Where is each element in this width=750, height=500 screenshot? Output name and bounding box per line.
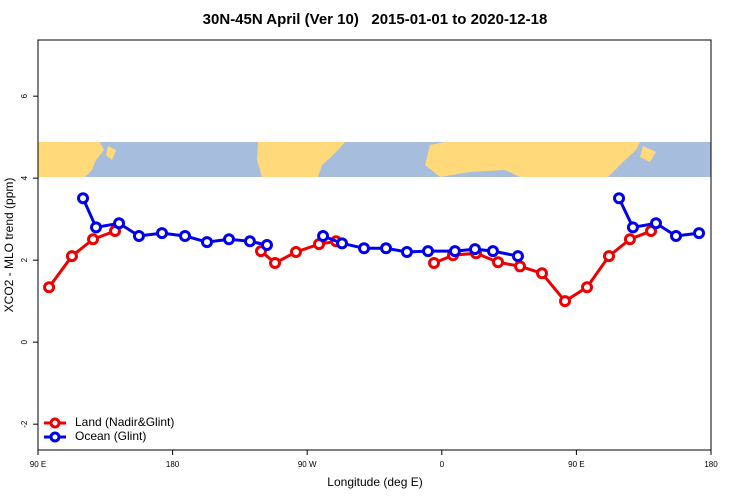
- data-point: [536, 267, 549, 280]
- data-point: [317, 229, 330, 242]
- data-point: [613, 192, 626, 205]
- data-point: [90, 221, 103, 234]
- data-point: [422, 245, 435, 258]
- data-point: [87, 233, 100, 246]
- data-point: [222, 233, 235, 246]
- data-point: [43, 281, 56, 294]
- x-tick-label: 0: [440, 460, 445, 469]
- x-tick-label: 90 E: [568, 460, 584, 469]
- data-point: [428, 257, 441, 270]
- data-point: [469, 243, 482, 256]
- data-point: [400, 245, 413, 258]
- data-point: [693, 227, 706, 240]
- legend-marker: [49, 417, 61, 429]
- data-point: [260, 239, 273, 251]
- y-tick-label: 2: [20, 257, 29, 262]
- data-point: [511, 250, 524, 263]
- data-point: [132, 229, 145, 242]
- legend-marker: [49, 431, 61, 443]
- data-point: [649, 217, 662, 230]
- y-tick-label: 0: [20, 339, 29, 344]
- data-point: [200, 236, 213, 249]
- map-band: [38, 142, 711, 177]
- data-point: [514, 260, 527, 273]
- x-tick-label: 90 E: [30, 460, 46, 469]
- data-point: [289, 245, 302, 258]
- data-point: [623, 233, 636, 246]
- data-point: [179, 229, 192, 242]
- data-point: [559, 295, 572, 308]
- data-point: [243, 235, 256, 248]
- data-point: [486, 245, 499, 258]
- data-point: [336, 237, 349, 250]
- data-point: [380, 242, 393, 255]
- data-point: [113, 217, 126, 230]
- data-point: [626, 221, 639, 234]
- data-point: [269, 257, 282, 270]
- chart-title: 30N-45N April (Ver 10) 2015-01-01 to 202…: [203, 11, 548, 28]
- x-tick-label: 180: [704, 460, 718, 469]
- data-point: [448, 245, 461, 258]
- data-point: [77, 192, 90, 205]
- data-point: [358, 242, 371, 255]
- x-tick-label: 180: [166, 460, 180, 469]
- data-point: [603, 250, 616, 263]
- plot-frame: [37, 39, 712, 451]
- y-tick-label: 4: [20, 175, 29, 180]
- x-tick-label: 90 W: [298, 460, 317, 469]
- x-axis-label: Longitude (deg E): [327, 475, 422, 489]
- y-axis-label: XCO2 - MLO trend (ppm): [2, 178, 16, 313]
- data-point: [155, 227, 168, 240]
- y-tick-label: 6: [20, 93, 29, 98]
- data-point: [670, 229, 683, 242]
- y-tick-label: -2: [20, 420, 29, 428]
- data-point: [65, 250, 78, 263]
- data-point: [492, 256, 505, 269]
- legend-label: Ocean (Glint): [75, 429, 146, 443]
- data-point: [581, 281, 594, 294]
- legend-label: Land (Nadir&Glint): [75, 415, 174, 429]
